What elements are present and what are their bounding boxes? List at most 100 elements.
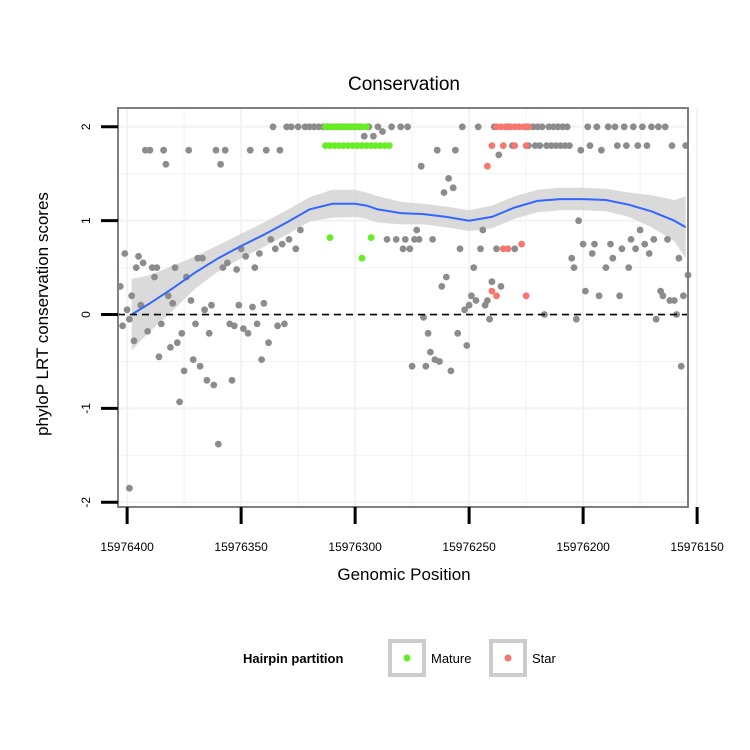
point-other — [267, 236, 275, 243]
point-other — [180, 367, 188, 375]
point-other — [511, 245, 519, 253]
point-other — [620, 123, 628, 131]
y-tick-label: 2 — [79, 123, 93, 130]
point-other — [167, 344, 174, 351]
point-other — [214, 440, 222, 448]
point-other — [447, 367, 455, 375]
point-other — [477, 245, 484, 253]
point-other — [294, 123, 302, 131]
point-other — [588, 250, 596, 257]
plot-frame — [117, 107, 689, 508]
point-other — [568, 254, 576, 262]
y-tick-label: -2 — [79, 497, 93, 508]
smooth-line-layer — [131, 198, 687, 316]
point-other — [602, 264, 610, 271]
point-other — [162, 160, 170, 168]
point-other — [178, 329, 186, 337]
point-other — [645, 250, 653, 257]
point-other — [269, 123, 277, 131]
point-other — [228, 376, 236, 384]
point-other — [230, 322, 238, 330]
point-other — [420, 314, 427, 321]
point-other — [125, 315, 133, 323]
point-other — [616, 292, 623, 300]
point-other — [570, 264, 578, 271]
point-other — [442, 273, 450, 281]
point-other — [417, 162, 425, 170]
y-tick-label: -1 — [79, 403, 93, 414]
point-other — [458, 123, 466, 131]
point-other — [613, 142, 621, 150]
point-other — [123, 306, 131, 314]
point-other — [495, 151, 503, 159]
point-star — [493, 292, 500, 300]
point-other — [582, 287, 589, 295]
point-other — [488, 278, 496, 286]
point-mature — [363, 123, 370, 131]
point-other — [595, 292, 603, 300]
plot-frame-layer — [117, 107, 689, 508]
point-other — [586, 142, 594, 150]
point-other — [217, 160, 225, 168]
x-tick-label: 15976150 — [670, 540, 724, 554]
point-other — [438, 283, 446, 290]
point-other — [173, 339, 181, 347]
point-other — [249, 303, 256, 311]
point-other — [632, 245, 639, 253]
point-other — [274, 322, 281, 330]
point-other — [392, 236, 400, 243]
point-other — [196, 362, 204, 370]
point-other — [210, 381, 218, 389]
point-other — [664, 236, 671, 243]
chart-title: Conservation — [348, 74, 460, 95]
point-other — [486, 315, 493, 323]
point-other — [445, 175, 452, 182]
point-other — [246, 146, 254, 154]
point-other — [253, 320, 261, 328]
legend-label-star: Star — [532, 651, 557, 666]
point-other — [625, 264, 633, 271]
point-other — [497, 283, 505, 290]
point-other — [593, 123, 601, 131]
point-other — [474, 123, 482, 131]
point-other — [641, 240, 649, 248]
point-other — [639, 123, 646, 131]
legend-swatch-star — [504, 654, 512, 662]
point-other — [287, 123, 295, 131]
point-other — [189, 356, 197, 363]
point-other — [668, 142, 676, 150]
point-other — [153, 264, 161, 271]
point-star — [499, 142, 507, 150]
legend-swatch-mature — [403, 654, 411, 662]
point-other — [278, 240, 286, 248]
point-other — [205, 329, 213, 337]
point-other — [675, 254, 683, 262]
point-other — [415, 236, 423, 243]
point-other — [429, 236, 436, 243]
point-other — [579, 240, 587, 248]
point-star — [511, 142, 519, 150]
point-other — [135, 252, 142, 260]
point-other — [260, 299, 268, 307]
point-other — [379, 128, 386, 135]
point-other — [591, 240, 598, 248]
point-mature — [385, 142, 393, 150]
point-other — [292, 245, 300, 253]
point-other — [199, 254, 206, 262]
point-other — [251, 264, 259, 271]
point-other — [461, 306, 468, 314]
confidence-ribbon-layer — [131, 187, 686, 351]
point-other — [629, 123, 637, 131]
point-other — [121, 250, 129, 257]
y-tick-label: 0 — [79, 311, 93, 318]
legend: Hairpin partition Mature Star — [243, 639, 557, 677]
point-other — [563, 123, 571, 131]
point-other — [634, 142, 642, 150]
point-other — [413, 226, 421, 234]
point-other — [235, 301, 243, 309]
point-other — [436, 358, 443, 365]
point-other — [219, 264, 227, 271]
point-other — [201, 306, 209, 314]
point-other — [484, 297, 491, 304]
point-other — [572, 315, 580, 323]
